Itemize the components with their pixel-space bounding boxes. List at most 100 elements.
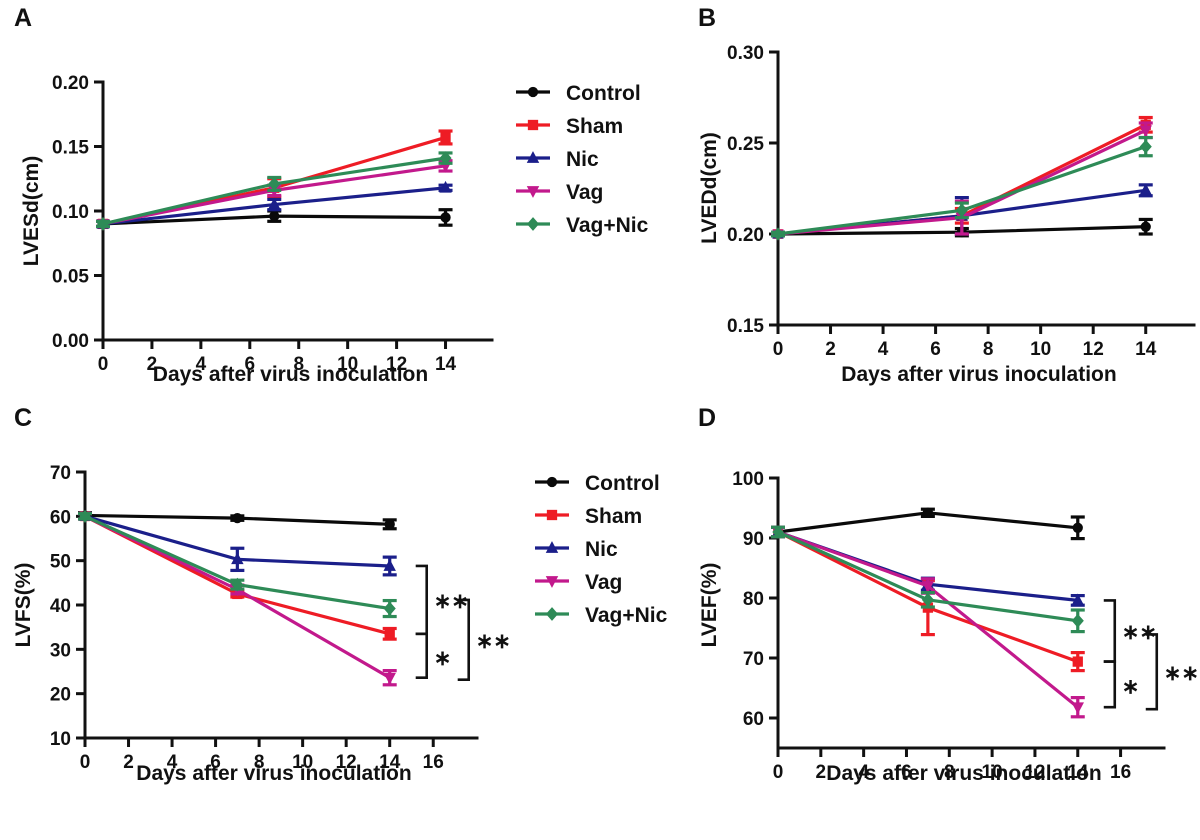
legend-marker-icon (545, 541, 559, 553)
data-point-marker (439, 151, 452, 166)
series-vag-nic (78, 509, 397, 619)
legend-item-vag-nic[interactable]: Vag+Nic (516, 214, 649, 237)
legend-item-vag[interactable]: Vag (535, 571, 622, 594)
y-tick-label: 70 (50, 463, 71, 484)
x-axis-title: Days after virus inoculation (841, 363, 1116, 386)
x-tick-label: 2 (123, 752, 134, 773)
y-tick-label: 0.10 (52, 202, 89, 223)
y-tick-label: 0.30 (727, 43, 764, 64)
data-point-marker (269, 211, 280, 222)
x-tick-label: 12 (336, 752, 357, 773)
data-point-marker (955, 203, 968, 218)
significance-bracket-lower (415, 632, 429, 680)
legend-marker-icon (527, 119, 539, 131)
x-tick-label: 2 (816, 762, 827, 783)
x-tick-label: 10 (1030, 339, 1051, 360)
significance-label-lower: ∗ (434, 647, 452, 670)
y-tick-label: 100 (732, 469, 764, 490)
x-tick-label: 2 (825, 339, 836, 360)
x-tick-label: 8 (293, 354, 304, 375)
x-axis-title: Days after virus inoculation (826, 762, 1101, 785)
axes-group: 0.15 0.20 0.25 0.30 0 2 4 6 8 10 12 14 (727, 43, 1196, 360)
significance-bracket-outer (457, 598, 471, 682)
y-tick-label: 10 (50, 729, 71, 750)
x-tick-label: 14 (435, 354, 457, 375)
legend-marker-icon (527, 86, 539, 98)
legend-item-control[interactable]: Control (535, 472, 660, 495)
data-point-marker (921, 581, 935, 593)
series-line (84, 514, 391, 636)
significance-bracket-outer (1145, 633, 1159, 711)
axes-group: 60 70 80 90 100 0 2 4 6 8 10 12 14 16 (732, 469, 1166, 783)
x-tick-label: 12 (1083, 339, 1104, 360)
data-point-marker (383, 672, 396, 685)
x-tick-label: 10 (982, 762, 1003, 783)
x-tick-label: 2 (147, 354, 158, 375)
x-tick-label: 14 (1135, 339, 1157, 360)
x-tick-label: 12 (1024, 762, 1045, 783)
y-tick-label: 80 (743, 589, 764, 610)
legend-item-vag-nic[interactable]: Vag+Nic (535, 604, 668, 627)
legend-item-sham[interactable]: Sham (535, 505, 642, 528)
x-tick-label: 4 (878, 339, 889, 360)
x-axis-title: Days after virus inoculation (136, 762, 411, 785)
data-point-marker (440, 132, 451, 143)
legend-item-nic[interactable]: Nic (516, 148, 599, 171)
y-tick-label: 50 (50, 552, 71, 573)
significance-group: ∗∗∗∗∗ (415, 564, 511, 682)
legend-marker-icon (545, 576, 559, 588)
legend: Control Sham Nic Vag Vag+Nic (535, 472, 668, 627)
legend-label: Control (566, 82, 641, 105)
significance-bracket-upper (415, 564, 429, 636)
series-vag-nic (771, 135, 1153, 241)
series-sham (78, 511, 397, 641)
legend-label: Vag+Nic (566, 214, 649, 237)
series-group (771, 115, 1153, 241)
x-tick-label: 6 (930, 339, 941, 360)
y-tick-label: 40 (50, 596, 71, 617)
series-group (771, 507, 1085, 719)
panel-d-chart: 60 70 80 90 100 0 2 4 6 8 10 12 14 16 Days after virus… (698, 469, 1199, 785)
legend-item-control[interactable]: Control (516, 82, 641, 105)
legend-item-nic[interactable]: Nic (535, 538, 618, 561)
axes-group: 10 20 30 40 50 60 70 0 2 4 6 8 10 12 14 16 (50, 463, 479, 773)
legend-marker-icon (546, 476, 558, 488)
y-tick-label: 60 (50, 507, 71, 528)
significance-label-upper: ∗∗ (434, 590, 469, 613)
data-point-marker (1072, 656, 1083, 667)
y-tick-label: 0.15 (727, 316, 764, 337)
data-point-marker (79, 509, 91, 523)
data-point-marker (1071, 593, 1084, 606)
y-tick-label: 0.00 (52, 331, 89, 352)
panel-a: A 0.00 0.05 0.10 0.15 0.20 0 2 4 6 8 10 12 14 Days af… (0, 0, 700, 400)
legend-item-sham[interactable]: Sham (516, 115, 623, 138)
x-tick-label: 4 (858, 762, 869, 783)
legend-marker-icon (526, 186, 540, 198)
panel-a-label: A (14, 4, 33, 32)
legend-label: Vag (585, 571, 622, 594)
x-tick-label: 0 (80, 752, 91, 773)
y-axis-title: LVEF(%) (698, 563, 721, 648)
data-point-marker (384, 628, 395, 639)
legend-item-vag[interactable]: Vag (516, 181, 603, 204)
data-point-marker (1071, 702, 1084, 715)
data-point-marker (1139, 139, 1152, 154)
panel-c-label: C (14, 404, 33, 432)
y-axis-title: LVESd(cm) (20, 156, 43, 266)
data-point-marker (1140, 221, 1151, 232)
series-control (771, 507, 1085, 541)
panel-c: C 10 20 30 40 50 60 70 0 2 4 6 8 10 12 14 16 Days after … (0, 400, 700, 840)
series-vag (771, 121, 1153, 241)
legend-label: Vag+Nic (585, 604, 668, 627)
data-point-marker (1139, 183, 1152, 196)
y-tick-label: 20 (50, 685, 71, 706)
x-tick-label: 0 (98, 354, 109, 375)
significance-bracket-lower (1103, 660, 1117, 709)
legend: Control Sham Nic Vag Vag+Nic (516, 82, 649, 237)
y-tick-label: 0.20 (52, 73, 89, 94)
y-tick-label: 90 (743, 529, 764, 550)
data-point-marker (383, 601, 396, 616)
series-group (96, 129, 453, 231)
data-point-marker (772, 227, 784, 241)
